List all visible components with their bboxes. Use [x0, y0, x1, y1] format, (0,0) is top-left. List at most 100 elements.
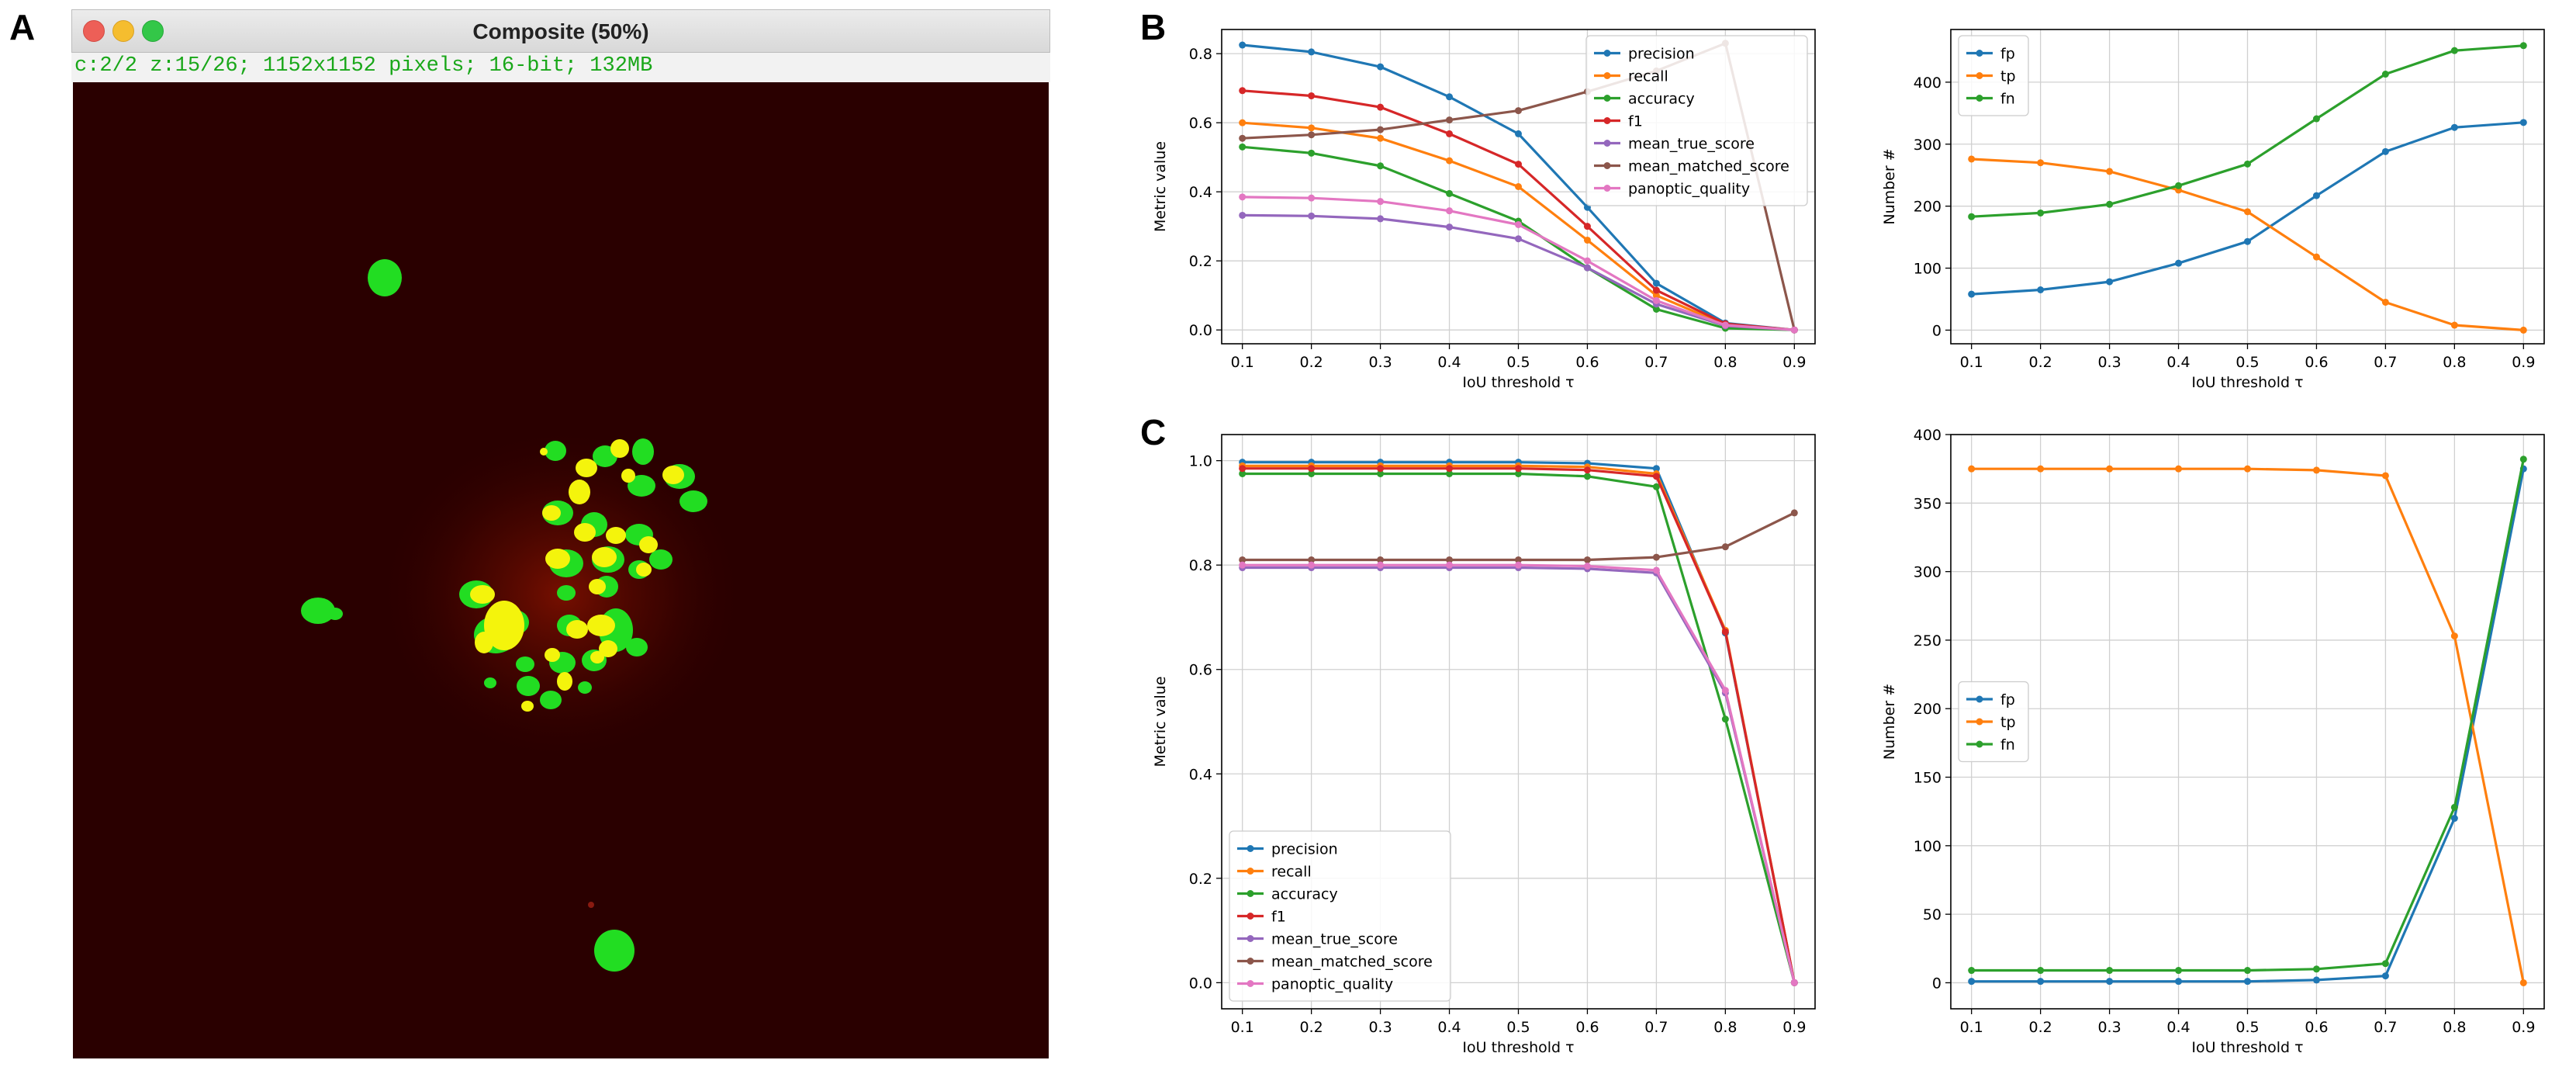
data-point-panoptic_quality [1377, 198, 1385, 206]
legend-marker-fn [1976, 740, 1983, 748]
yellow-nucleus [592, 547, 617, 567]
legend-marker-mean_true_score [1247, 935, 1254, 942]
y-tick-label: 300 [1914, 137, 1942, 154]
legend-label-fp: fp [2000, 691, 2015, 708]
data-point-fn [2312, 115, 2320, 123]
yellow-nucleus [576, 459, 597, 477]
data-point-fp [2106, 978, 2114, 986]
legend-marker-panoptic_quality [1603, 185, 1611, 192]
data-point-fn [2312, 965, 2320, 973]
green-nucleus [578, 681, 592, 694]
minimize-button[interactable] [112, 20, 134, 42]
data-point-fp [1968, 290, 1976, 298]
chart-c-counts: 0.1 0.2 0.3 0.4 0.5 0.6 0.7 0.8 0.9 0 50 100 150 200 2… [1881, 427, 2545, 1056]
green-nucleus [301, 598, 335, 624]
data-point-mean_matched_score [1790, 509, 1798, 517]
data-point-precision [1652, 465, 1660, 473]
data-point-f1 [1308, 465, 1316, 473]
green-nucleus [626, 638, 648, 656]
data-point-mean_matched_score [1377, 556, 1385, 563]
legend-label-recall: recall [1628, 68, 1668, 85]
data-point-accuracy [1515, 469, 1522, 477]
data-point-fn [2450, 47, 2458, 54]
y-axis-label: Number # [1881, 684, 1898, 760]
yellow-nucleus [639, 536, 658, 553]
data-point-precision [1377, 63, 1385, 71]
yellow-nucleus [542, 505, 561, 521]
legend-marker-mean_matched_score [1603, 162, 1611, 169]
plot-frame [1950, 434, 2545, 1010]
data-point-fn [2244, 967, 2251, 975]
chart-b-counts: 0.1 0.2 0.3 0.4 0.5 0.6 0.7 0.8 0.9 0 100 200 300 400… [1881, 29, 2545, 391]
data-point-fn [2519, 456, 2527, 463]
green-nucleus [516, 656, 534, 672]
y-axis-label: Number # [1881, 148, 1898, 224]
data-point-f1 [1446, 465, 1454, 473]
legend-marker-f1 [1603, 117, 1611, 124]
image-window: Composite (50%) c:2/2 z:15/26; 1152x1152… [71, 9, 1050, 1058]
x-tick-label: 0.4 [2166, 1019, 2190, 1036]
data-point-f1 [1377, 103, 1385, 111]
data-point-fp [2244, 237, 2251, 245]
data-point-f1 [1583, 466, 1591, 474]
green-nucleus [517, 676, 540, 696]
data-point-fn [2519, 42, 2527, 50]
yellow-nucleus [589, 579, 606, 594]
data-point-recall [1446, 157, 1454, 165]
data-point-panoptic_quality [1239, 193, 1247, 201]
data-point-tp [2244, 465, 2251, 473]
x-tick-label: 0.4 [1437, 354, 1461, 371]
data-point-mean_matched_score [1583, 556, 1591, 563]
data-point-recall [1239, 119, 1247, 126]
data-point-fn [2106, 967, 2114, 975]
data-point-tp [2381, 298, 2389, 306]
data-point-f1 [1446, 130, 1454, 137]
legend: fp tp fn [1958, 35, 2029, 116]
legend-label-tp: tp [2000, 714, 2016, 731]
x-tick-label: 0.1 [1231, 1019, 1254, 1036]
data-point-fp [2244, 978, 2251, 986]
x-tick-label: 0.2 [2029, 1019, 2052, 1036]
green-nucleus [484, 677, 496, 688]
y-tick-label: 0.8 [1189, 46, 1212, 63]
green-nucleus [632, 438, 654, 465]
y-tick-label: 0 [1932, 975, 1942, 992]
data-point-fp [2450, 815, 2458, 823]
data-point-mean_matched_score [1308, 131, 1316, 139]
close-button[interactable] [83, 20, 105, 42]
yellow-nucleus [569, 480, 590, 504]
legend-label-f1: f1 [1628, 113, 1643, 130]
yellow-nucleus [475, 632, 493, 653]
microscopy-image-canvas[interactable] [73, 82, 1049, 1058]
data-point-tp [1968, 465, 1976, 473]
x-tick-label: 0.1 [1960, 1019, 1983, 1036]
legend-marker-f1 [1247, 913, 1254, 920]
data-point-tp [2312, 253, 2320, 261]
series-group [1239, 40, 1798, 334]
legend-marker-mean_true_score [1603, 140, 1611, 147]
data-point-panoptic_quality [1515, 561, 1522, 569]
y-tick-label: 0.4 [1189, 766, 1212, 783]
data-point-fn [2106, 200, 2114, 208]
green-nucleus [557, 585, 576, 601]
data-point-mean_true_score [1239, 211, 1247, 219]
y-tick-label: 0 [1932, 322, 1942, 339]
data-point-tp [2381, 472, 2389, 480]
maximize-button[interactable] [142, 20, 164, 42]
legend-marker-mean_matched_score [1247, 958, 1254, 965]
data-point-f1 [1652, 473, 1660, 480]
data-point-accuracy [1239, 469, 1247, 477]
legend-marker-accuracy [1247, 890, 1254, 897]
x-axis-label: IoU threshold τ [1462, 374, 1574, 391]
data-point-panoptic_quality [1790, 326, 1798, 334]
legend-marker-precision [1603, 50, 1611, 57]
x-tick-label: 0.7 [1644, 1019, 1668, 1036]
data-point-mean_matched_score [1239, 134, 1247, 142]
data-point-fn [2037, 967, 2045, 975]
window-titlebar[interactable]: Composite (50%) [71, 9, 1050, 53]
data-point-mean_true_score [1583, 264, 1591, 272]
data-point-f1 [1652, 286, 1660, 294]
chart-b-metrics: 0.1 0.2 0.3 0.4 0.5 0.6 0.7 0.8 0.9 0.0 0.2 0.4 0.6 0… [1152, 29, 1816, 391]
data-point-precision [1446, 93, 1454, 101]
data-point-precision [1308, 48, 1316, 56]
